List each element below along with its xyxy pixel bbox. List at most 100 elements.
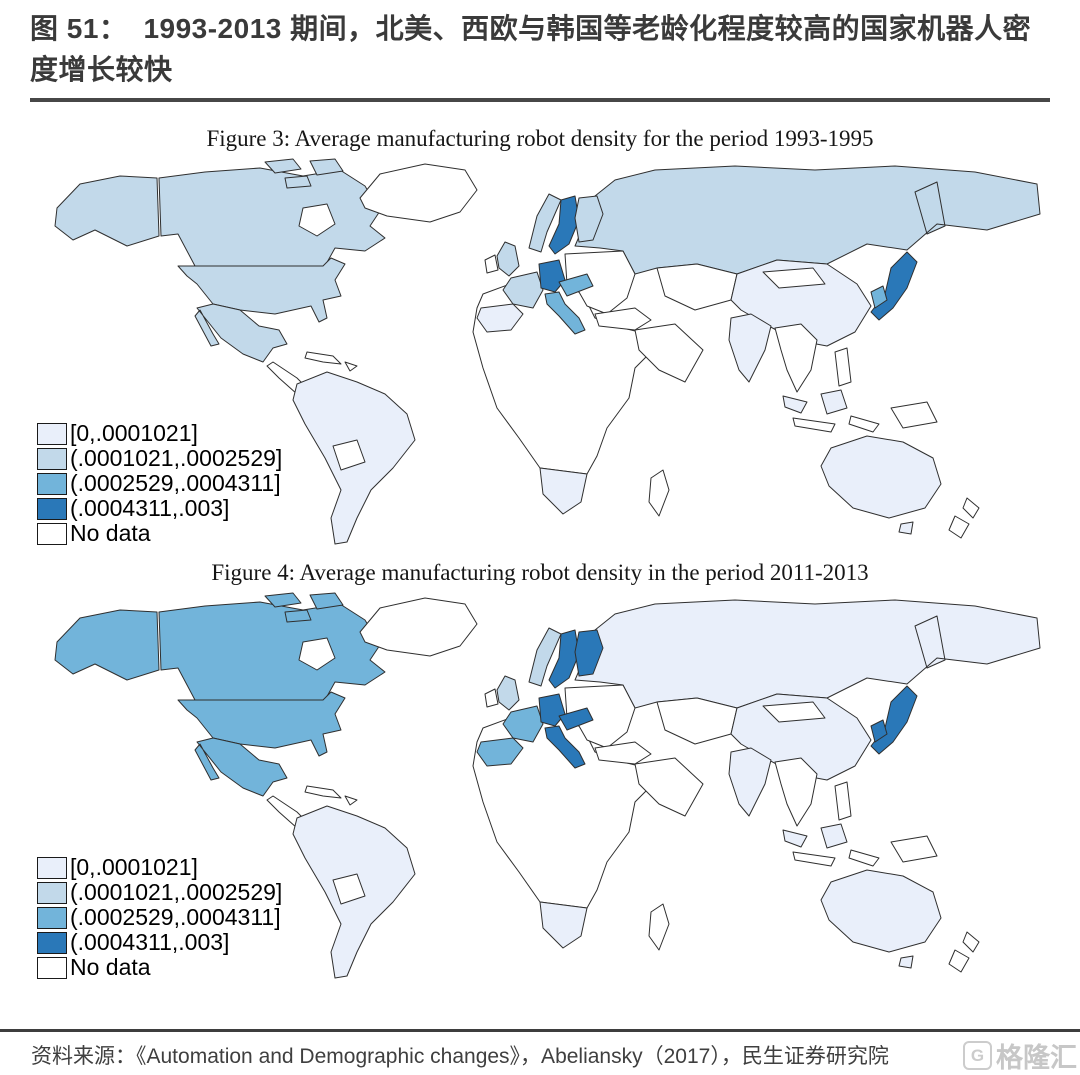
figure3-legend: [0,.0001021] (.0001021,.0002529] (.0002529… xyxy=(37,421,282,546)
figure-footer: 资料来源：《Automation and Demographic changes… xyxy=(0,1029,1080,1075)
figure-header: 图 51： 1993-2013 期间，北美、西欧与韩国等老龄化程度较高的国家机器人… xyxy=(0,0,1080,90)
region-japan xyxy=(870,251,918,321)
region-greenland xyxy=(359,163,478,223)
legend-item-c2: (.0001021,.0002529] xyxy=(37,446,282,471)
region-malaysia xyxy=(782,823,848,849)
legend-swatch-c3 xyxy=(37,906,67,929)
legend-swatch-nd xyxy=(37,956,67,979)
gelonghui-logo-icon: G xyxy=(963,1041,992,1070)
legend-swatch-nd xyxy=(37,522,67,545)
legend-label: [0,.0001021] xyxy=(70,854,198,880)
figure4-legend: [0,.0001021] (.0001021,.0002529] (.0002529… xyxy=(37,855,282,980)
region-mongolia xyxy=(762,701,826,723)
legend-item-c4: (.0004311,.003] xyxy=(37,930,282,955)
region-usa xyxy=(177,257,346,323)
region-greenland xyxy=(359,597,478,657)
legend-swatch-c3 xyxy=(37,472,67,495)
legend-item-c1: [0,.0001021] xyxy=(37,855,282,880)
region-alpine_central_europe xyxy=(558,707,594,731)
legend-item-c2: (.0001021,.0002529] xyxy=(37,880,282,905)
legend-swatch-c2 xyxy=(37,447,67,470)
figure4-caption: Figure 4: Average manufacturing robot de… xyxy=(211,560,869,585)
region-uk xyxy=(496,675,520,711)
legend-swatch-c1 xyxy=(37,422,67,445)
region-arctic_islands xyxy=(264,592,344,623)
header-divider xyxy=(30,98,1050,102)
region-iberia xyxy=(476,303,524,333)
region-bolivia_paraguay xyxy=(332,439,366,471)
region-france xyxy=(502,705,544,743)
region-southeast_asia xyxy=(774,757,818,827)
region-sweden xyxy=(548,629,580,689)
region-alpine_central_europe xyxy=(558,273,594,297)
region-italy xyxy=(544,725,586,769)
region-mongolia xyxy=(762,267,826,289)
region-france xyxy=(502,271,544,309)
region-south_korea xyxy=(870,719,888,743)
figure3-map-area: [0,.0001021] (.0001021,.0002529] (.0002529… xyxy=(35,156,1045,550)
region-arctic_islands xyxy=(264,158,344,189)
region-finland xyxy=(574,629,604,677)
region-canada xyxy=(158,167,386,267)
gelonghui-watermark: G 格隆汇 xyxy=(963,1036,1077,1075)
region-japan xyxy=(870,685,918,755)
region-middle_east xyxy=(634,323,704,383)
region-germany xyxy=(538,259,566,293)
legend-label: (.0004311,.003] xyxy=(70,929,230,955)
region-madagascar xyxy=(648,469,670,517)
region-malaysia xyxy=(782,389,848,415)
legend-label: (.0004311,.003] xyxy=(70,495,230,521)
region-central_asia xyxy=(656,697,738,745)
region-philippines xyxy=(834,781,852,821)
region-usa xyxy=(177,691,346,757)
legend-item-c4: (.0004311,.003] xyxy=(37,496,282,521)
region-india xyxy=(728,313,772,383)
legend-label: (.0001021,.0002529] xyxy=(70,879,283,905)
legend-label: (.0002529,.0004311] xyxy=(70,904,281,930)
region-central_asia xyxy=(656,263,738,311)
legend-item-c3: (.0002529,.0004311] xyxy=(37,471,282,496)
region-philippines xyxy=(834,347,852,387)
region-caribbean xyxy=(304,785,358,806)
legend-label: (.0001021,.0002529] xyxy=(70,445,283,471)
region-turkey_greece xyxy=(594,307,652,331)
region-madagascar xyxy=(648,903,670,951)
region-sweden xyxy=(548,195,580,255)
legend-item-nd: No data xyxy=(37,521,282,546)
region-south_africa xyxy=(539,901,588,949)
region-hudson_bay xyxy=(298,203,336,237)
legend-label: (.0002529,.0004311] xyxy=(70,470,281,496)
region-new_zealand xyxy=(948,497,980,539)
region-ireland xyxy=(484,254,499,274)
region-alaska xyxy=(54,175,160,247)
region-italy xyxy=(544,291,586,335)
region-russia xyxy=(574,599,1041,709)
legend-swatch-c4 xyxy=(37,497,67,520)
legend-item-nd: No data xyxy=(37,955,282,980)
figure-title-cn: 图 51： 1993-2013 期间，北美、西欧与韩国等老龄化程度较高的国家机器人… xyxy=(30,8,1052,90)
region-middle_east xyxy=(634,757,704,817)
region-australia xyxy=(820,435,942,535)
world-map-1993-1995 xyxy=(54,158,1041,545)
region-uk xyxy=(496,241,520,277)
region-finland xyxy=(574,195,604,243)
legend-label: No data xyxy=(70,954,151,980)
region-bolivia_paraguay xyxy=(332,873,366,905)
region-india xyxy=(728,747,772,817)
legend-item-c3: (.0002529,.0004311] xyxy=(37,905,282,930)
legend-swatch-c2 xyxy=(37,881,67,904)
region-new_zealand xyxy=(948,931,980,973)
figure-number-label: 图 51： xyxy=(30,13,128,44)
region-russia xyxy=(574,165,1041,275)
world-map-2011-2013 xyxy=(54,592,1041,979)
region-caribbean xyxy=(304,351,358,372)
region-papua_new_guinea xyxy=(890,835,938,863)
region-southeast_asia xyxy=(774,323,818,393)
legend-swatch-c1 xyxy=(37,856,67,879)
region-canada xyxy=(158,601,386,701)
legend-swatch-c4 xyxy=(37,931,67,954)
watermark-text: 格隆汇 xyxy=(996,1043,1077,1073)
region-turkey_greece xyxy=(594,741,652,765)
region-papua_new_guinea xyxy=(890,401,938,429)
source-line: 资料来源：《Automation and Demographic changes… xyxy=(31,1045,889,1068)
